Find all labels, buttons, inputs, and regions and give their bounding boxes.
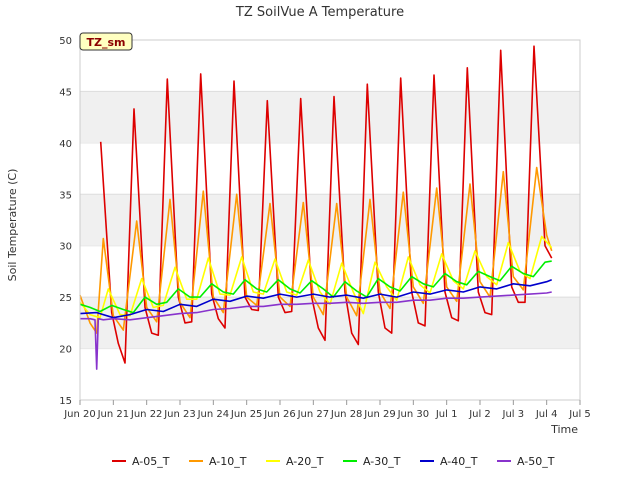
badge-text: TZ_sm [87, 36, 126, 49]
grid-band [80, 91, 580, 143]
plot-area [79, 39, 581, 401]
legend: A-05_T A-10_T A-20_T A-30_T A-40_T A-50_T [112, 455, 555, 468]
y-tick-label: 35 [59, 190, 72, 201]
x-tick-label: Jun 30 [397, 409, 430, 420]
x-tick-label: Jun 26 [263, 409, 296, 420]
plot-border [79, 39, 581, 401]
series-line-a-20-t [79, 235, 553, 319]
x-axis-label: Time [550, 423, 578, 436]
x-axis-ticks: Jun 20 Jun 21 Jun 22 Jun 23 Jun 24 Jun 25 Jun … [63, 400, 591, 420]
x-tick-label: Jul 5 [568, 409, 591, 420]
x-tick-label: Jun 29 [363, 409, 396, 420]
y-tick-label: 15 [59, 396, 72, 407]
legend-label: A-05_T [132, 455, 170, 468]
x-tick-label: Jun 22 [130, 409, 163, 420]
y-axis-ticks: 15 20 25 30 35 40 45 50 [59, 36, 72, 407]
series-line-a-30-t [79, 260, 552, 314]
y-tick-label: 25 [59, 293, 72, 304]
y-tick-label: 40 [59, 139, 72, 150]
y-tick-label: 45 [59, 87, 72, 98]
x-tick-label: Jun 21 [97, 409, 130, 420]
series-line-a-40-t [79, 278, 552, 319]
y-tick-label: 30 [59, 242, 72, 253]
x-tick-label: Jul 1 [435, 409, 458, 420]
x-tick-label: Jun 20 [63, 409, 96, 420]
y-tick-label: 50 [59, 36, 72, 47]
legend-label: A-40_T [440, 455, 478, 468]
series-lines [79, 45, 553, 370]
legend-label: A-50_T [517, 455, 555, 468]
x-tick-label: Jun 23 [163, 409, 196, 420]
y-tick-label: 20 [59, 345, 72, 356]
legend-label: A-20_T [286, 455, 324, 468]
legend-label: A-30_T [363, 455, 401, 468]
legend-label: A-10_T [209, 455, 247, 468]
y-axis-label: Soil Temperature (C) [6, 169, 19, 282]
series-line-a-10-t [79, 166, 553, 334]
badge: TZ_sm [79, 32, 133, 51]
series-line-a-05-t [99, 45, 553, 364]
x-tick-label: Jul 2 [468, 409, 491, 420]
x-tick-label: Jul 3 [502, 409, 525, 420]
x-tick-label: Jun 24 [197, 409, 230, 420]
series-line-a-50-t [80, 291, 552, 370]
x-tick-label: Jun 28 [330, 409, 363, 420]
x-tick-label: Jun 25 [230, 409, 263, 420]
x-tick-label: Jul 4 [535, 409, 558, 420]
badge-box [79, 32, 133, 51]
x-tick-label: Jun 27 [297, 409, 330, 420]
chart-title: TZ SoilVue A Temperature [235, 5, 404, 20]
